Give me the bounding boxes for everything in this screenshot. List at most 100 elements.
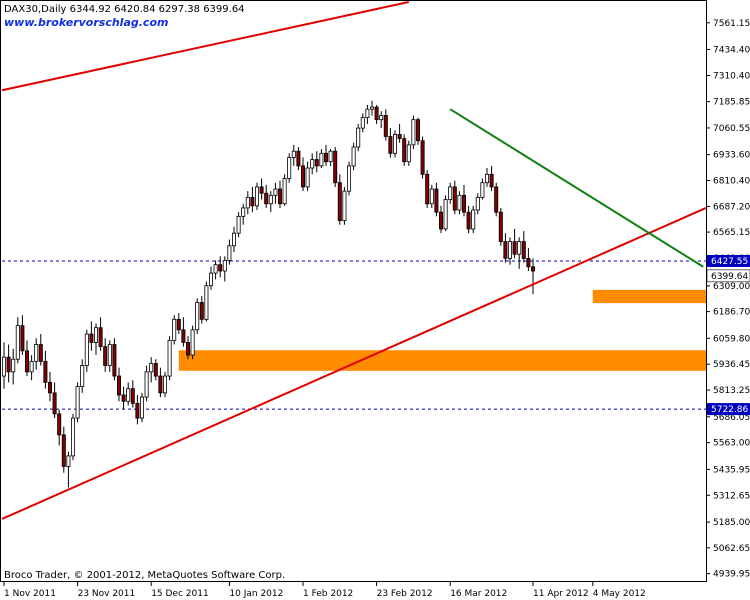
candle <box>319 149 324 169</box>
y-tick-label: 4939.95 <box>713 570 750 580</box>
candle-body <box>52 392 57 415</box>
candle <box>89 321 94 351</box>
candle <box>305 161 310 192</box>
candle-body <box>227 245 232 261</box>
candle <box>218 256 223 278</box>
y-tick-label: 7434.40 <box>713 45 750 55</box>
candle-body <box>282 178 287 205</box>
candle-body <box>20 325 25 352</box>
candle <box>185 336 190 360</box>
x-tick-label: 23 Feb 2012 <box>377 589 433 599</box>
y-tick-label: 7561.15 <box>713 19 750 29</box>
candle-body <box>259 186 264 194</box>
candle <box>213 260 218 280</box>
candle-body <box>415 119 420 142</box>
candle-body <box>383 115 388 137</box>
y-tick-label: 6309.00 <box>713 282 750 292</box>
candle-body <box>149 363 154 373</box>
candle-body <box>457 194 462 211</box>
candle <box>461 184 466 217</box>
x-tick-label: 16 Mar 2012 <box>450 589 507 599</box>
candle <box>144 365 149 402</box>
candle-body <box>521 241 526 259</box>
candle <box>98 317 103 351</box>
candle-body <box>392 133 397 154</box>
candle <box>489 165 494 192</box>
candle-body <box>531 266 536 272</box>
candle-body <box>34 344 39 362</box>
candle <box>507 237 512 265</box>
candle-body <box>333 150 338 184</box>
x-tick-label: 15 Dec 2011 <box>151 589 209 599</box>
candle-body <box>24 350 29 373</box>
candle-body <box>222 260 227 272</box>
candle <box>103 338 108 372</box>
price-tag-box <box>707 403 750 416</box>
price-tag-box <box>706 269 750 283</box>
y-tick-label: 7185.85 <box>713 98 750 108</box>
candle-body <box>411 119 416 146</box>
upper-channel-trendline <box>1 1 410 92</box>
candle <box>512 228 517 259</box>
candle-body <box>264 192 269 205</box>
candle <box>94 323 99 356</box>
candle <box>498 207 503 246</box>
candle <box>195 298 200 335</box>
candle-body <box>218 264 223 272</box>
candle-body <box>356 127 361 148</box>
candle <box>314 151 319 173</box>
candle-body <box>277 188 282 205</box>
candle-body <box>29 360 34 373</box>
candle-body <box>319 152 324 167</box>
candle <box>503 233 508 263</box>
support-zone-upper <box>592 289 706 304</box>
candle <box>392 130 397 158</box>
candle-body <box>498 211 503 242</box>
candle <box>365 104 370 124</box>
candle-body <box>231 232 236 247</box>
candle <box>158 367 163 398</box>
candle-body <box>273 188 278 196</box>
candle <box>52 382 57 419</box>
y-tick-label: 6810.40 <box>713 177 750 187</box>
candle <box>34 338 39 370</box>
candle-body <box>61 434 66 467</box>
candle <box>494 182 499 217</box>
candle <box>457 191 462 215</box>
candle-body <box>80 365 85 387</box>
candle-body <box>425 173 430 205</box>
candle <box>38 334 43 366</box>
x-tick-label: 1 Nov 2011 <box>4 589 56 599</box>
y-tick-label: 5813.25 <box>713 386 750 396</box>
candle-body <box>107 344 112 366</box>
candle-body <box>121 394 126 402</box>
candle-body <box>305 167 310 188</box>
candle-body <box>117 375 122 396</box>
candle <box>328 149 333 166</box>
candle <box>71 413 76 461</box>
candle-body <box>489 173 494 188</box>
candle <box>236 212 241 238</box>
y-tick-label: 5686.05 <box>713 413 750 423</box>
candle <box>291 144 296 166</box>
candle <box>415 117 420 145</box>
candle <box>2 342 7 389</box>
candle-body <box>38 344 43 362</box>
candle-body <box>402 138 407 163</box>
candle <box>411 115 416 150</box>
candle <box>429 184 434 208</box>
candle <box>360 113 365 133</box>
candle-body <box>135 402 140 419</box>
candle <box>199 296 204 324</box>
candle-body <box>48 381 53 394</box>
candle-body <box>167 339 172 377</box>
candle-body <box>369 106 374 110</box>
y-tick-label: 7060.55 <box>713 124 750 134</box>
candle-body <box>314 159 319 167</box>
candle <box>342 186 347 225</box>
candle <box>181 317 186 347</box>
y-tick-label: 5185.00 <box>713 518 750 528</box>
candle <box>222 256 227 282</box>
candle-body <box>503 241 508 259</box>
candle <box>406 140 411 166</box>
